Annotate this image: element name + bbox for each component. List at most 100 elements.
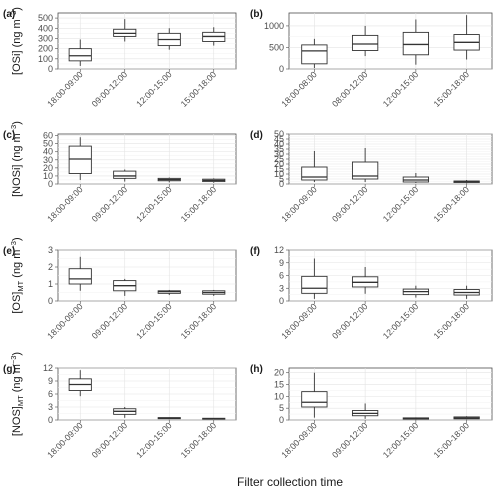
box-18:00-09:00	[68, 48, 92, 62]
x-tick-label: 18:00-09:00	[45, 184, 85, 224]
y-tick-label: 6	[279, 271, 284, 281]
y-tick-label: 0	[279, 64, 284, 74]
y-tick-label: 2	[48, 262, 53, 272]
y-tick-label: 3	[279, 283, 284, 293]
x-tick-label: 18:00-09:00	[279, 420, 319, 460]
panel-1: 0 500 1000 18:00-08:00 08:00-12:00 12:00-15:0…	[250, 9, 493, 109]
x-tick-label: 15:00-18:00	[179, 69, 219, 109]
x-tick-label: 15:00-18:00	[432, 420, 472, 460]
y-tick-label: 6	[48, 389, 53, 399]
y-tick-label: 20	[274, 368, 284, 378]
x-tick-label: 09:00-12:00	[90, 420, 130, 460]
box-09:00-12:00	[351, 161, 379, 180]
y-tick-label: 45	[274, 134, 284, 144]
x-tick-label: 18:00-09:00	[45, 69, 85, 109]
y-tick-label: 9	[279, 258, 284, 268]
x-tick-label: 12:00-15:00	[134, 184, 174, 224]
y-tick-label: 30	[43, 155, 53, 165]
y-tick-label: 100	[38, 54, 53, 64]
x-tick-label: 18:00-09:00	[279, 301, 319, 341]
x-axis-label: Filter collection time	[237, 475, 343, 489]
panel-tag: (b)	[250, 9, 263, 20]
y-tick-label: 40	[43, 147, 53, 157]
y-tick-label: 5	[279, 403, 284, 413]
panel-tag: (a)	[3, 9, 15, 20]
y-tick-label: 12	[43, 363, 53, 373]
y-tick-label: 3	[48, 245, 53, 255]
y-axis-label: [NOSi] (ng m−3)	[9, 121, 23, 197]
y-tick-label: 5	[279, 174, 284, 184]
panel-4: 0 1 2 3 18:00-09:00 09:00-12:00 12:00-15:00 15:…	[3, 237, 237, 341]
y-tick-label: 1000	[264, 21, 284, 31]
panel-tag: (e)	[3, 246, 15, 257]
y-tick-label: 1	[48, 279, 53, 289]
y-tick-label: 20	[274, 159, 284, 169]
y-tick-label: 40	[274, 139, 284, 149]
x-tick-label: 12:00-15:00	[134, 69, 174, 109]
x-tick-label: 18:00-09:00	[45, 420, 85, 460]
x-tick-label: 15:00-18:00	[432, 184, 472, 224]
y-tick-label: 0	[48, 296, 53, 306]
y-tick-label: 10	[43, 171, 53, 181]
y-tick-label: 25	[274, 154, 284, 164]
x-tick-label: 18:00-08:00	[279, 69, 319, 109]
y-tick-label: 0	[279, 415, 284, 425]
box-12:00-15:00	[402, 31, 430, 56]
panel-5: 0 3 6 9 12 18:00-09:00 09:00-12:00 12:00-15:00 1…	[250, 245, 493, 341]
y-tick-label: 10	[274, 169, 284, 179]
x-tick-label: 12:00-15:00	[134, 301, 174, 341]
x-tick-label: 15:00-18:00	[179, 301, 219, 341]
x-tick-label: 15:00-18:00	[179, 420, 219, 460]
x-tick-label: 09:00-12:00	[330, 301, 370, 341]
y-tick-label: 400	[38, 23, 53, 33]
y-tick-label: 30	[274, 149, 284, 159]
y-axis-label: [OSi] (ng m−3)	[9, 7, 23, 75]
panel-6: 0 3 6 9 12 18:00-09:00 09:00-12:00 12:00-15:00 1…	[3, 352, 237, 460]
x-tick-label: 09:00-12:00	[330, 184, 370, 224]
y-tick-label: 10	[274, 391, 284, 401]
x-tick-label: 12:00-15:00	[381, 420, 421, 460]
x-tick-label: 09:00-12:00	[90, 184, 130, 224]
x-tick-label: 12:00-15:00	[381, 301, 421, 341]
panel-tag: (h)	[250, 364, 263, 375]
y-tick-label: 300	[38, 33, 53, 43]
box-18:00-08:00	[301, 44, 328, 65]
box-18:00-09:00	[301, 391, 328, 408]
box-08:00-12:00	[351, 34, 379, 51]
y-axis-label: [NOS]MT (ng m−3)	[9, 352, 25, 436]
y-tick-label: 500	[269, 42, 284, 52]
box-18:00-09:00	[68, 268, 92, 285]
y-tick-label: 15	[274, 164, 284, 174]
y-tick-label: 50	[43, 139, 53, 149]
y-tick-label: 500	[38, 13, 53, 23]
box-18:00-09:00	[301, 275, 328, 294]
box-09:00-12:00	[113, 170, 137, 179]
y-tick-label: 0	[48, 64, 53, 74]
y-tick-label: 0	[48, 415, 53, 425]
y-tick-label: 15	[274, 380, 284, 390]
y-tick-label: 3	[48, 402, 53, 412]
box-18:00-09:00	[301, 166, 328, 181]
x-tick-label: 12:00-15:00	[381, 184, 421, 224]
x-tick-label: 09:00-12:00	[330, 420, 370, 460]
x-tick-label: 15:00-18:00	[432, 301, 472, 341]
y-tick-label: 0	[279, 296, 284, 306]
panel-tag: (c)	[3, 130, 15, 141]
x-tick-label: 15:00-18:00	[432, 69, 472, 109]
y-tick-label: 50	[274, 129, 284, 139]
panel-tag: (g)	[3, 364, 16, 375]
y-tick-label: 20	[43, 163, 53, 173]
x-tick-label: 12:00-15:00	[381, 69, 421, 109]
y-tick-label: 9	[48, 376, 53, 386]
y-tick-label: 0	[279, 179, 284, 189]
x-tick-label: 12:00-15:00	[134, 420, 174, 460]
x-tick-label: 09:00-12:00	[90, 69, 130, 109]
y-tick-label: 200	[38, 44, 53, 54]
x-tick-label: 08:00-12:00	[330, 69, 370, 109]
